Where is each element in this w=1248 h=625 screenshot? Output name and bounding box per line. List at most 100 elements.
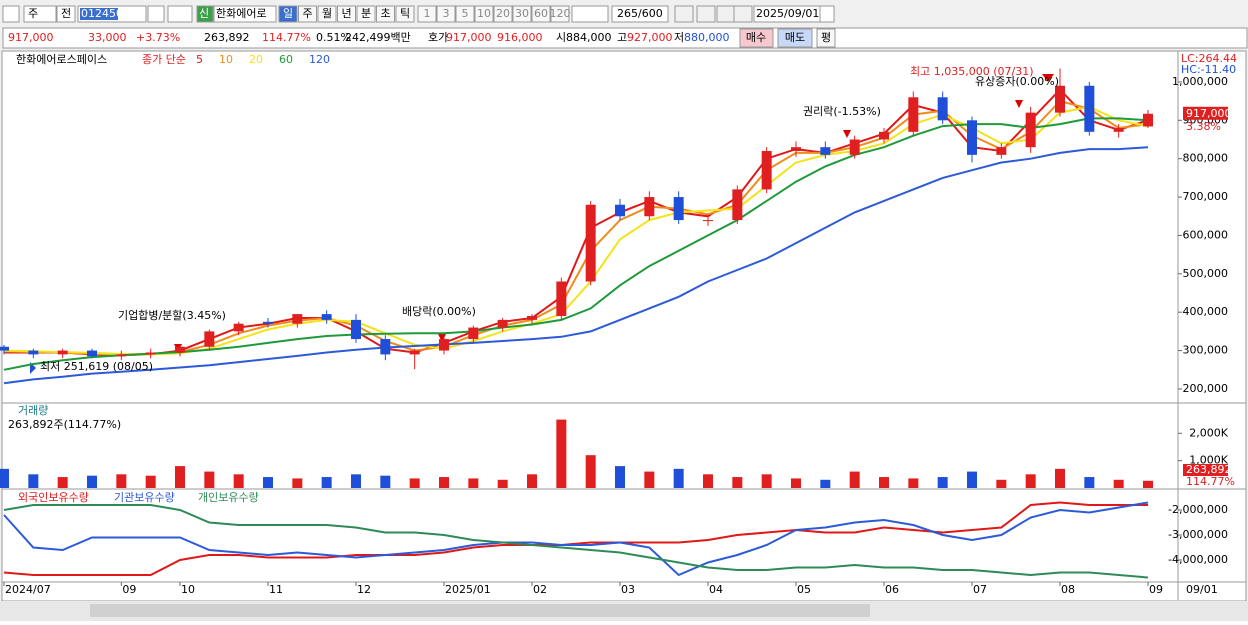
period: 틱 xyxy=(400,7,410,20)
candle-body xyxy=(585,204,596,282)
legend-title: 한화에어로스페이스 xyxy=(16,53,107,66)
tool-button[interactable] xyxy=(696,5,716,23)
interval-button[interactable] xyxy=(512,5,532,23)
period-button[interactable] xyxy=(356,5,376,23)
x-tick-label: 09 xyxy=(1149,583,1163,596)
last-volume: 263,892 xyxy=(1186,463,1232,476)
buy-button[interactable] xyxy=(739,28,774,48)
interval: 5 xyxy=(462,7,469,20)
y-tick-label: 200,000 xyxy=(1183,382,1229,395)
calendar-button[interactable] xyxy=(819,5,835,23)
interval-button[interactable] xyxy=(550,5,570,23)
candle-body xyxy=(175,346,185,353)
scroll-thumb[interactable] xyxy=(90,604,870,617)
candle-body xyxy=(644,197,655,217)
volume-bar xyxy=(439,477,449,488)
candle-body xyxy=(57,350,68,355)
volume-bar xyxy=(28,474,39,488)
sell-button[interactable] xyxy=(777,28,813,48)
last-price: 917,000 xyxy=(1186,107,1232,120)
change-pct: +3.73% xyxy=(136,31,180,44)
icon-button[interactable] xyxy=(2,5,20,23)
period-button[interactable] xyxy=(317,5,337,23)
interval: 1 xyxy=(424,7,431,20)
tool-button[interactable] xyxy=(674,5,694,23)
candle-body xyxy=(497,319,508,328)
candle-body xyxy=(409,350,420,355)
candle-body xyxy=(615,204,625,217)
volume-bar xyxy=(292,478,303,488)
count-box[interactable] xyxy=(611,5,669,23)
legend-entry: 60 xyxy=(279,53,293,66)
volume-bar xyxy=(703,474,713,488)
interval-input[interactable] xyxy=(571,5,609,23)
mode-button[interactable] xyxy=(56,5,76,23)
series-line xyxy=(4,88,1149,357)
legend-entry: 5 xyxy=(196,53,203,66)
ask: 917,000 xyxy=(446,31,492,44)
candle-body xyxy=(673,197,684,221)
candle-body xyxy=(879,131,889,140)
search-button[interactable] xyxy=(147,5,165,23)
volume-bar xyxy=(1055,468,1065,488)
y-tick-label: 1,000,000 xyxy=(1172,75,1228,88)
annotation: 기업합병/분할(3.45%) xyxy=(118,309,226,322)
tool-button[interactable] xyxy=(733,5,753,23)
code: 012450 xyxy=(81,7,123,20)
y-tick-label: -3,000,000 xyxy=(1168,528,1228,541)
credit: 신 xyxy=(199,7,209,20)
x-tick-label: 2024/07 xyxy=(5,583,51,596)
credit-badge[interactable] xyxy=(196,5,214,23)
interval-button[interactable] xyxy=(455,5,475,23)
volume-bar xyxy=(996,479,1007,488)
low: 880,000 xyxy=(684,31,730,44)
name-box[interactable] xyxy=(213,5,277,23)
candle-body xyxy=(1113,127,1124,132)
period: 분 xyxy=(361,7,371,20)
avg-button[interactable] xyxy=(816,28,836,48)
quote-bar xyxy=(2,27,1248,49)
volume-bar xyxy=(673,468,684,488)
interval-button[interactable] xyxy=(436,5,456,23)
y-tick-label: 400,000 xyxy=(1183,305,1229,318)
interval-button[interactable] xyxy=(493,5,513,23)
period: 년 xyxy=(341,7,351,20)
candle-body xyxy=(468,327,479,340)
period-button[interactable] xyxy=(395,5,415,23)
date: 2025/09/01 xyxy=(756,7,819,20)
candle-body xyxy=(1025,112,1036,148)
candle-body xyxy=(527,316,537,320)
y-tick-label: 300,000 xyxy=(1183,344,1229,357)
annotation: 유상증자(0.00%) xyxy=(975,75,1059,88)
period-button[interactable] xyxy=(278,5,298,23)
period-button[interactable] xyxy=(376,5,395,23)
open: 884,000 xyxy=(566,31,612,44)
volume-bar xyxy=(175,466,185,488)
candle-body xyxy=(849,139,860,155)
period-button[interactable] xyxy=(298,5,317,23)
tool-button[interactable] xyxy=(716,5,736,23)
interval: 30 xyxy=(515,7,529,20)
sound-button[interactable] xyxy=(167,5,193,23)
x-tick-label: 07 xyxy=(973,583,987,596)
volume-bar xyxy=(380,475,391,488)
candle-body xyxy=(1143,113,1153,127)
series-line xyxy=(3,501,1149,577)
volume-bar xyxy=(937,477,948,488)
candle-body xyxy=(1055,85,1065,113)
low-label: 저 xyxy=(674,31,684,44)
market-select[interactable] xyxy=(23,5,57,23)
period-button[interactable] xyxy=(337,5,356,23)
interval-button[interactable] xyxy=(474,5,494,23)
interval-button[interactable] xyxy=(531,5,551,23)
x-tick-label: 05 xyxy=(797,583,811,596)
code-highlight xyxy=(80,8,118,20)
volume-bar xyxy=(351,474,361,488)
volume-bar xyxy=(57,477,68,488)
y-tick-label: 700,000 xyxy=(1183,190,1229,203)
candle-body xyxy=(0,346,9,351)
volume-bar xyxy=(409,478,420,488)
interval-button[interactable] xyxy=(417,5,437,23)
x-tick-label: 2025/01 xyxy=(445,583,491,596)
